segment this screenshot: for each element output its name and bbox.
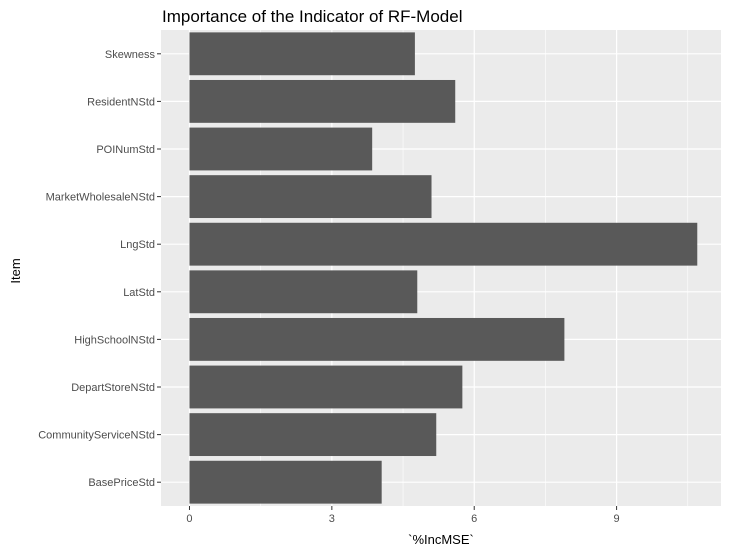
y-tick-label: LatStd [123,287,155,299]
bar [189,32,415,76]
y-axis-title: Item [8,258,23,283]
y-tick-label: Skewness [105,49,156,61]
bar [189,175,432,219]
y-tick-label: MarketWholesaleNStd [46,192,155,204]
y-tick-label: POINumStd [96,144,155,156]
bar [189,79,456,123]
bar [189,317,565,361]
bar [189,413,437,457]
y-tick-label: HighSchoolNStd [74,334,155,346]
y-tick-label: CommunityServiceNStd [38,430,155,442]
bar [189,365,463,409]
x-tick-label: 9 [614,513,620,525]
x-tick-label: 0 [186,513,192,525]
y-tick-label: LngStd [120,239,155,251]
chart-title: Importance of the Indicator of RF-Model [162,7,462,26]
x-tick-label: 6 [471,513,477,525]
bar [189,222,698,266]
y-tick-label: ResidentNStd [87,96,155,108]
x-axis-ticks: 0 3 6 9 [186,506,620,525]
bar [189,460,382,504]
x-tick-label: 3 [329,513,335,525]
bar [189,270,418,314]
y-tick-label: BasePriceStd [88,477,155,489]
bars [189,32,698,504]
x-axis-title: `%IncMSE` [408,532,474,547]
y-tick-label: DepartStoreNStd [71,382,155,394]
y-axis-ticks: BasePriceStd CommunityServiceNStd DepartSt… [38,49,161,489]
bar [189,127,373,171]
